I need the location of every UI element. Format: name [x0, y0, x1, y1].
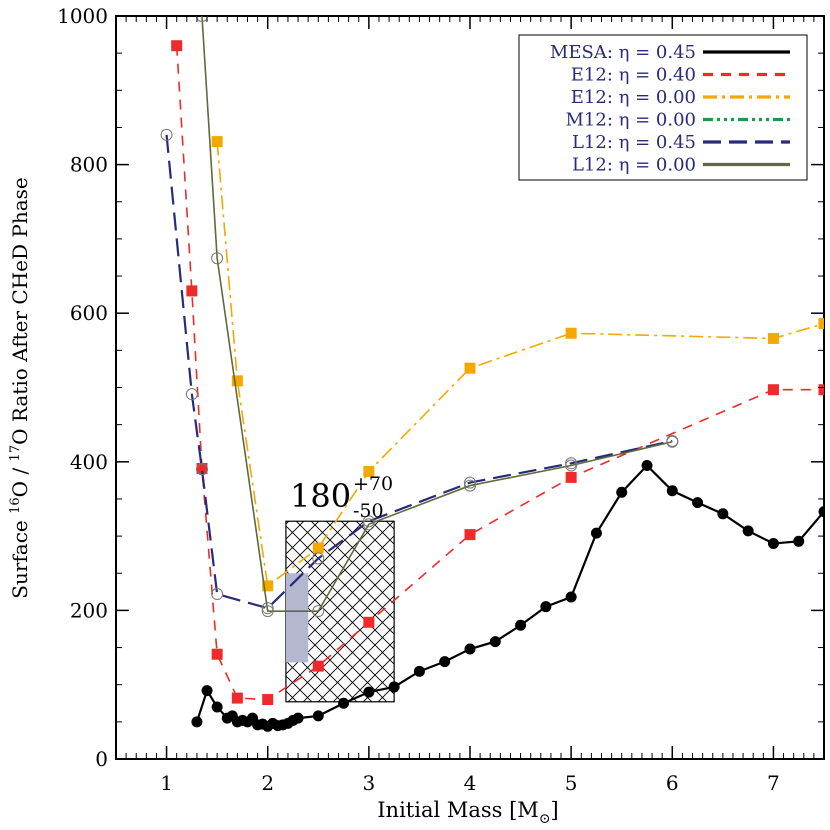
y-axis-label: Surface 16O / 17O Ratio After CHeD Phase: [8, 177, 32, 598]
data-point: [666, 485, 678, 497]
data-point: [439, 656, 451, 668]
data-point: [261, 602, 274, 615]
y-tick-label: 1000: [57, 4, 108, 28]
data-point: [742, 525, 754, 537]
data-point: [201, 685, 213, 697]
data-point: [211, 648, 223, 660]
data-point: [590, 527, 602, 539]
y-tick-label: 200: [70, 598, 108, 622]
data-point: [211, 701, 223, 713]
x-tick-label: 3: [362, 771, 375, 795]
data-point: [692, 497, 704, 509]
data-point: [767, 384, 779, 396]
data-point: [171, 40, 183, 52]
data-point: [565, 459, 578, 472]
annotation-lower-error: -50: [353, 500, 384, 522]
series-line: [175, 45, 824, 701]
annotation-value: 180: [290, 477, 351, 515]
data-point: [793, 535, 805, 547]
legend-box: [518, 34, 808, 181]
shaded-range-box: [285, 573, 309, 663]
legend-label: MESA: η = 0.45: [550, 42, 696, 63]
data-point: [717, 508, 729, 520]
data-point: [312, 552, 325, 565]
x-axis-label: Initial Mass [M⊙]: [377, 798, 559, 827]
data-point: [231, 692, 243, 704]
x-tick-label: 2: [261, 771, 274, 795]
data-point: [818, 506, 824, 518]
data-point: [388, 681, 400, 693]
annotation-upper-error: +70: [353, 473, 393, 495]
data-point: [312, 660, 324, 672]
data-point: [185, 388, 198, 401]
series-line: [216, 141, 824, 588]
data-point: [262, 580, 274, 592]
y-tick-label: 400: [70, 450, 108, 474]
x-tick-label: 7: [767, 771, 780, 795]
y-tick-label: 800: [70, 153, 108, 177]
data-point: [464, 479, 476, 492]
data-point: [641, 460, 653, 472]
data-point: [362, 518, 375, 531]
data-point: [489, 636, 501, 648]
data-point: [196, 462, 208, 474]
data-point: [565, 327, 577, 339]
x-tick-label: 5: [565, 771, 578, 795]
data-point: [818, 384, 824, 396]
data-point: [312, 710, 324, 722]
data-point: [231, 375, 243, 387]
legend-label: L12: η = 0.00: [572, 155, 696, 176]
series-line: [201, 16, 673, 612]
data-point: [464, 476, 476, 489]
data-point: [195, 16, 208, 22]
legend-label: E12: η = 0.00: [571, 87, 696, 108]
data-point: [160, 128, 173, 141]
data-point: [262, 694, 274, 706]
data-point: [261, 605, 274, 618]
data-point: [211, 136, 223, 148]
data-point: [818, 318, 824, 330]
data-point: [540, 601, 552, 613]
data-point: [464, 643, 476, 655]
data-point: [292, 712, 304, 724]
data-point: [666, 435, 679, 448]
data-point: [464, 362, 476, 374]
ratio-annotation: 180 +70 -50: [290, 473, 393, 522]
y-tick-label: 600: [70, 301, 108, 325]
legend-label: M12: η = 0.00: [565, 110, 696, 131]
legend-label: E12: η = 0.40: [571, 65, 696, 86]
data-point: [211, 252, 224, 265]
x-tick-label: 6: [666, 771, 679, 795]
data-point: [515, 619, 527, 631]
data-point: [767, 332, 779, 344]
data-point: [362, 515, 375, 528]
data-point: [464, 529, 476, 541]
x-tick-label: 1: [160, 771, 173, 795]
series-layer: [160, 16, 824, 732]
data-point: [338, 697, 350, 709]
data-point: [312, 605, 325, 618]
x-tick-label: 4: [464, 771, 477, 795]
data-point: [363, 616, 375, 628]
legend-label: L12: η = 0.45: [572, 132, 696, 153]
series-line: [165, 134, 673, 610]
data-point: [616, 486, 628, 498]
data-point: [363, 465, 375, 477]
data-point: [565, 591, 577, 603]
data-point: [363, 686, 375, 698]
y-tick-label: 0: [95, 747, 108, 771]
data-point: [191, 716, 203, 728]
data-point: [312, 542, 324, 554]
data-point: [767, 538, 779, 550]
data-point: [211, 588, 224, 601]
data-point: [186, 285, 198, 297]
tick-layer: 1 2 3 4 5 6 7 0 200 400 600 800 1000: [57, 4, 825, 795]
data-point: [565, 471, 577, 483]
data-point: [195, 463, 208, 476]
data-point: [413, 665, 425, 677]
